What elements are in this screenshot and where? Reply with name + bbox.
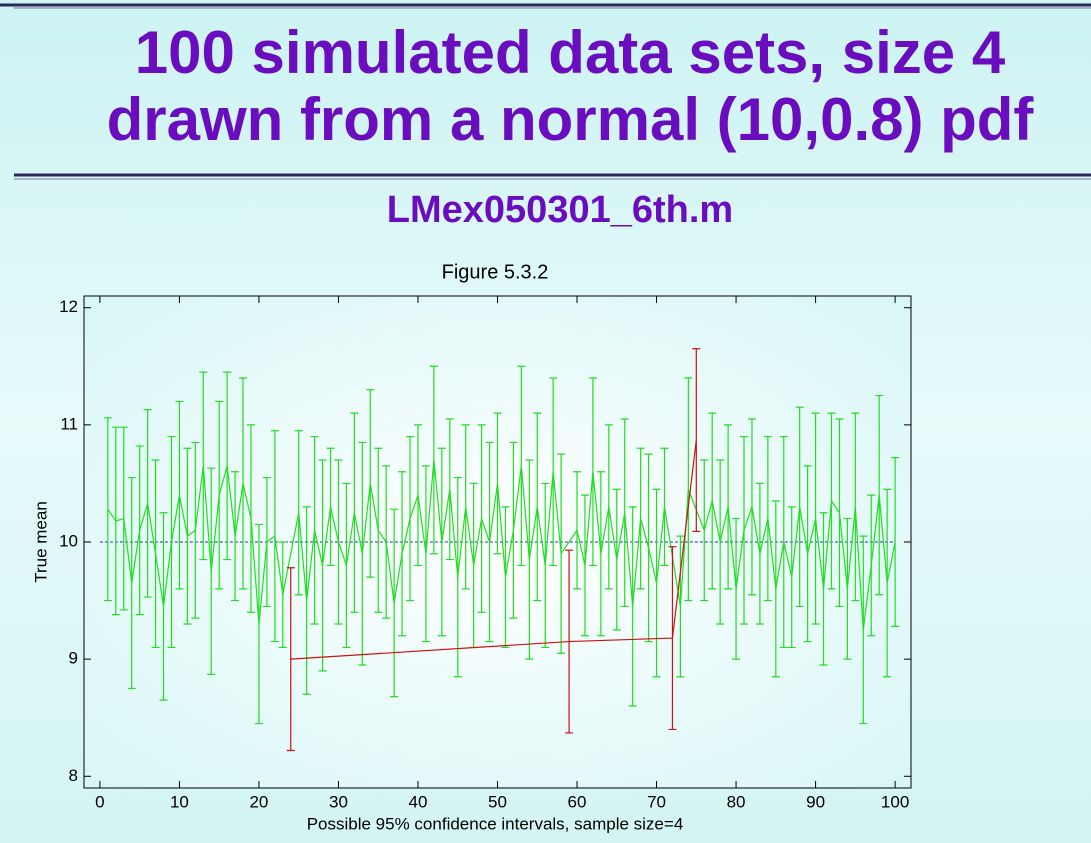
y-tick-label: 10: [59, 531, 78, 550]
x-tick-label: 80: [727, 792, 746, 811]
x-tick-label: 50: [488, 792, 507, 811]
chart-title: Figure 5.3.2: [442, 261, 549, 283]
x-tick-label: 20: [249, 792, 268, 811]
subtitle: LMex050301_6th.m: [387, 189, 733, 231]
x-tick-label: 70: [647, 792, 666, 811]
y-tick-label: 11: [60, 414, 78, 433]
slide-title: drawn from a normal (10,0.8) pdf: [107, 86, 1035, 153]
x-tick-label: 90: [806, 792, 825, 811]
mean-line: [290, 440, 697, 660]
x-axis-label: Possible 95% confidence intervals, sampl…: [307, 814, 684, 833]
mean-line: [107, 459, 896, 630]
x-tick-label: 100: [881, 792, 909, 811]
y-tick-label: 9: [69, 649, 78, 668]
x-tick-label: 30: [329, 792, 348, 811]
x-tick-label: 10: [170, 792, 189, 811]
slide-title: 100 simulated data sets, size 4: [135, 19, 1006, 86]
x-tick-label: 40: [409, 792, 428, 811]
x-tick-label: 60: [568, 792, 587, 811]
error-bar: [692, 348, 701, 533]
y-axis-label: True mean: [31, 501, 50, 583]
y-tick-label: 12: [59, 297, 78, 316]
y-tick-label: 8: [69, 766, 78, 785]
x-tick-label: 0: [95, 792, 104, 811]
